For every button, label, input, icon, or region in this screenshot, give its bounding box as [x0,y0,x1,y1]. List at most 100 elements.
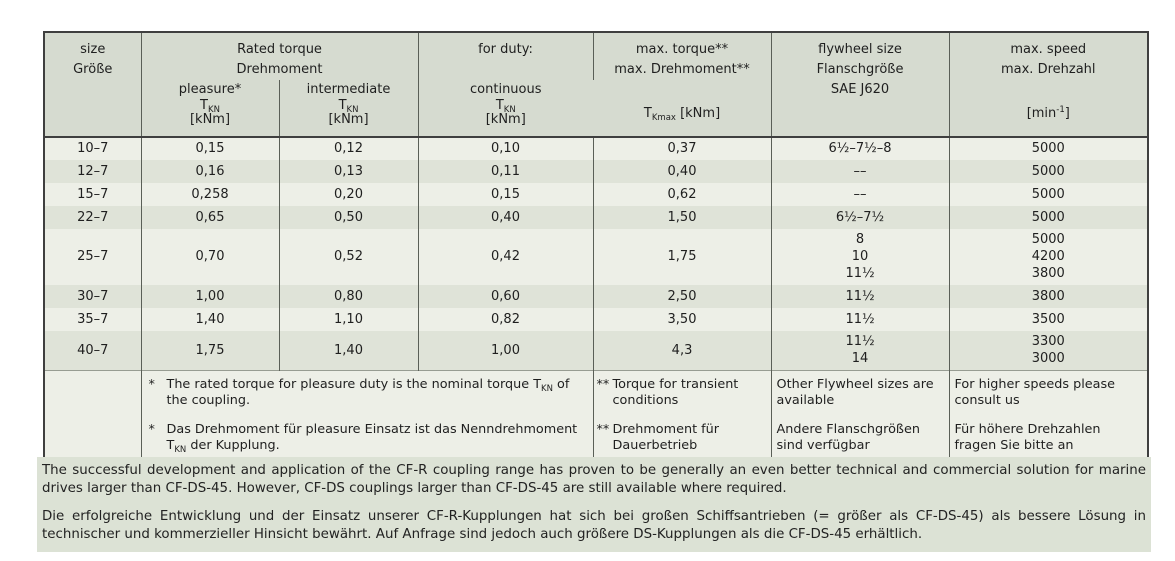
header-continuous-symbol: TKN [495,98,516,115]
cell-speed: 5000 4200 3800 [949,229,1149,285]
header-for-duty: for duty: [418,32,594,80]
header-pleasure-label: pleasure* [178,82,242,97]
header-rated-torque-en: Rated torque [237,42,322,57]
footnote-marker: ** [596,422,610,437]
cell-max-torque: 1,75 [593,229,772,285]
header-pleasure-unit: [kNm] [189,112,231,127]
cell-max-torque: 1,50 [593,206,772,229]
cell-continuous: 1,00 [418,331,594,371]
header-max-speed-de: max. Drehzahl [1000,62,1096,77]
cell-speed: 3500 [949,308,1149,331]
cell-flywheel: –– [771,183,950,206]
header-for-duty-label: for duty: [478,42,533,57]
table-row-15–7: 15–7 0,258 0,20 0,15 0,62 –– 5000 [44,183,1149,206]
cell-continuous: 0,40 [418,206,594,229]
footnote-row: * The rated torque for pleasure duty is … [44,370,1149,472]
footnote-star-de: * Das Drehmoment für pleasure Einsatz is… [148,422,578,455]
cell-continuous: 0,82 [418,308,594,331]
header-rated-torque: Rated torque Drehmoment [141,32,419,80]
cell-flywheel: 6½–7½–8 [771,136,950,160]
header-max-torque-symbol: TKmax [kNm] [594,106,771,123]
table-row-12–7: 12–7 0,16 0,13 0,11 0,40 –– 5000 [44,160,1149,183]
cell-pleasure: 1,75 [141,331,280,371]
header-row-2: pleasure* TKN [kNm] intermediate TKN [kN… [44,80,1148,137]
cell-continuous: 0,60 [418,285,594,308]
table-row-40–7: 40–7 1,75 1,40 1,00 4,3 11½ 14 3300 3000 [44,331,1149,371]
tkmax-subscript: Kmax [651,113,676,123]
header-rated-torque-de: Drehmoment [236,62,323,77]
header-max-torque-de: max. Drehmoment** [614,62,750,77]
header-continuous-label: continuous [470,82,542,97]
cell-max-torque: 2,50 [593,285,772,308]
cell-size: 15–7 [44,183,142,206]
footnote-flywheel-cell: Other Flywheel sizes are available Ander… [771,370,950,472]
tkmax-symbol: T [643,106,652,121]
footnote-doublestar-cell: ** Torque for transient conditions ** Dr… [593,370,772,472]
header-max-speed-unit: [min-1] [950,106,1148,121]
header-intermediate-unit: [kNm] [328,112,369,127]
cell-speed: 5000 [949,183,1149,206]
cell-flywheel: 11½ 14 [771,331,950,371]
header-continuous: continuous TKN [kNm] [418,80,594,137]
header-max-torque: max. torque** max. Drehmoment** TKmax [k… [593,32,772,137]
footnote-flywheel-de: Andere Flanschgrößen sind verfügbar [776,422,920,453]
cell-pleasure: 1,40 [141,308,280,331]
cell-pleasure: 0,16 [141,160,280,183]
cell-intermediate: 0,80 [279,285,419,308]
cell-speed: 3300 3000 [949,331,1149,371]
table-row-25–7: 25–7 0,70 0,52 0,42 1,75 8 10 11½ 5000 4200 38… [44,229,1149,285]
table-row-22–7: 22–7 0,65 0,50 0,40 1,50 6½–7½ 5000 [44,206,1149,229]
footnote-flywheel-en: Other Flywheel sizes are available [776,377,934,408]
cell-pleasure: 1,00 [141,285,280,308]
cell-intermediate: 1,40 [279,331,419,371]
table-row-10–7: 10–7 0,15 0,12 0,10 0,37 6½–7½–8 5000 [44,136,1149,160]
cell-size: 35–7 [44,308,142,331]
footnote-marker: ** [596,377,610,392]
header-size-de: Größe [73,62,113,77]
cell-flywheel: 11½ [771,285,950,308]
footnote-speed-en: For higher speeds please consult us [954,377,1116,408]
bottom-text-block: The successful development and applicati… [37,457,1151,552]
header-max-speed: max. speed max. Drehzahl [min-1] [949,32,1149,137]
speed-unit-exponent: -1 [1056,105,1065,115]
cell-continuous: 0,42 [418,229,594,285]
footnote-empty-cell [44,370,142,472]
cell-pleasure: 0,258 [141,183,280,206]
cell-intermediate: 0,52 [279,229,419,285]
footnote-marker: * [148,377,155,392]
cell-continuous: 0,11 [418,160,594,183]
cell-size: 22–7 [44,206,142,229]
speed-unit-post: ] [1064,106,1070,121]
footnote-doublestar-en: ** Torque for transient conditions [596,377,739,408]
header-flywheel-en: flywheel size [818,42,902,57]
header-pleasure-symbol: TKN [200,98,220,115]
footnote-star-cell: * The rated torque for pleasure duty is … [141,370,594,472]
cell-max-torque: 3,50 [593,308,772,331]
header-size: size Größe [44,32,142,137]
header-size-en: size [80,42,106,57]
header-intermediate: intermediate TKN [kNm] [279,80,419,137]
cell-intermediate: 0,20 [279,183,419,206]
cell-flywheel: 11½ [771,308,950,331]
cell-pleasure: 0,65 [141,206,280,229]
cell-pleasure: 0,15 [141,136,280,160]
cell-pleasure: 0,70 [141,229,280,285]
coupling-specs-table: size Größe Rated torque Drehmoment for d… [43,31,1150,473]
tkmax-unit: [kNm] [680,106,721,121]
header-max-speed-en: max. speed [1010,42,1087,57]
cell-intermediate: 1,10 [279,308,419,331]
cell-max-torque: 0,40 [593,160,772,183]
speed-unit-pre: [min [1026,106,1057,121]
cell-max-torque: 0,62 [593,183,772,206]
table-row-30–7: 30–7 1,00 0,80 0,60 2,50 11½ 3800 [44,285,1149,308]
header-row-1: size Größe Rated torque Drehmoment for d… [44,32,1149,137]
header-flywheel-de: Flanschgröße [816,62,904,77]
cell-speed: 5000 [949,136,1149,160]
cell-continuous: 0,10 [418,136,594,160]
cell-continuous: 0,15 [418,183,594,206]
header-flywheel-standard: SAE J620 [830,82,890,97]
footnote-speed-de: Für höhere Drehzahlen fragen Sie bitte a… [954,422,1101,453]
cell-size: 30–7 [44,285,142,308]
cell-flywheel: –– [771,160,950,183]
